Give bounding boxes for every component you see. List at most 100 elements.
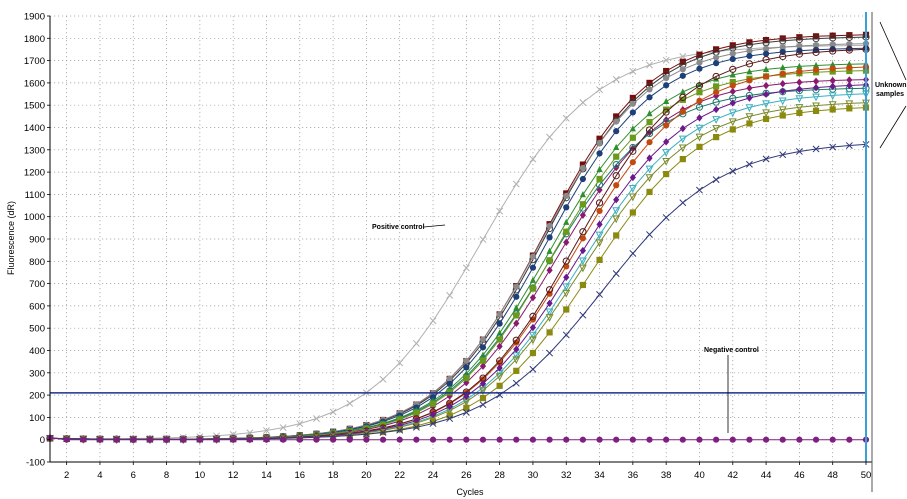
data-point: [828, 92, 837, 101]
data-point: [396, 359, 404, 367]
data-point: [812, 145, 820, 153]
series-line: [49, 36, 867, 440]
data-point: [463, 364, 470, 371]
data-point: [779, 70, 786, 77]
data-point: [796, 34, 803, 41]
data-point: [563, 263, 570, 270]
data-point: [695, 124, 704, 133]
data-point: [513, 367, 520, 374]
data-point: [829, 32, 836, 39]
data-point: [479, 236, 487, 243]
data-point: [512, 180, 520, 188]
data-point: [529, 365, 537, 373]
x-tick-label: 16: [295, 470, 306, 481]
data-point: [595, 199, 604, 207]
data-point: [729, 99, 736, 107]
data-point: [563, 238, 570, 247]
data-point: [729, 82, 736, 89]
data-point: [812, 42, 820, 49]
data-point: [629, 67, 637, 75]
data-point: [662, 157, 671, 166]
data-point: [646, 109, 653, 117]
data-point: [729, 167, 737, 175]
data-point: [296, 436, 303, 443]
data-point: [562, 331, 570, 339]
data-point: [246, 436, 253, 443]
x-tick-label: 22: [394, 470, 405, 481]
data-point: [829, 47, 837, 55]
data-point: [795, 35, 803, 44]
data-point: [513, 319, 520, 328]
data-point: [596, 291, 604, 298]
series-13: [46, 99, 870, 445]
data-point: [745, 113, 754, 122]
data-point: [746, 436, 753, 443]
data-point: [696, 81, 703, 88]
data-point: [829, 106, 836, 113]
data-point: [779, 37, 787, 45]
data-point: [263, 436, 270, 443]
data-point: [829, 61, 836, 68]
data-point: [829, 65, 836, 72]
unknown-samples-bracket-top: [879, 21, 907, 81]
data-point: [496, 207, 504, 215]
data-point: [762, 50, 770, 57]
data-point: [746, 120, 753, 127]
data-point: [645, 165, 654, 174]
data-point: [579, 201, 586, 208]
data-point: [746, 52, 753, 60]
unknown-samples-label-line2: samples: [876, 91, 904, 98]
data-point: [546, 349, 554, 357]
y-tick-label: 100: [29, 413, 45, 424]
data-point: [479, 362, 487, 370]
data-point: [463, 392, 470, 401]
data-point: [529, 331, 537, 340]
data-point: [446, 402, 453, 411]
data-point: [529, 253, 537, 260]
data-point: [563, 228, 570, 235]
data-point: [613, 153, 620, 160]
data-point: [663, 170, 670, 178]
data-point: [363, 436, 370, 443]
data-point: [563, 306, 570, 313]
data-point: [612, 215, 621, 224]
data-point: [579, 211, 586, 219]
data-point: [729, 71, 736, 78]
data-point: [379, 436, 387, 443]
data-point: [795, 50, 803, 58]
data-point: [762, 155, 770, 163]
x-tick-label: 2: [64, 470, 69, 481]
data-point: [845, 46, 853, 54]
data-point: [180, 436, 187, 443]
data-point: [796, 85, 803, 93]
data-point: [346, 436, 353, 443]
data-point: [429, 394, 437, 401]
data-point: [845, 91, 854, 100]
data-point: [429, 410, 437, 419]
data-point: [545, 308, 554, 317]
data-point: [396, 426, 403, 433]
x-tick-label: 44: [761, 470, 772, 481]
data-point: [646, 231, 653, 239]
data-point: [696, 97, 703, 104]
data-point: [512, 356, 521, 365]
data-point: [513, 304, 520, 311]
data-point: [446, 375, 453, 382]
data-point: [546, 222, 553, 229]
data-point: [529, 276, 537, 283]
x-tick-label: 50: [861, 470, 872, 481]
data-point: [612, 75, 620, 83]
series-4: [46, 40, 870, 443]
data-point: [695, 82, 704, 90]
data-point: [446, 415, 454, 423]
data-point: [563, 204, 570, 211]
data-point: [779, 87, 786, 96]
data-point: [579, 164, 586, 172]
data-point: [662, 149, 671, 157]
data-point: [113, 436, 120, 443]
data-point: [446, 380, 453, 388]
data-point: [779, 52, 787, 61]
data-point: [545, 314, 554, 322]
series-line: [49, 84, 867, 440]
data-point: [713, 83, 720, 90]
